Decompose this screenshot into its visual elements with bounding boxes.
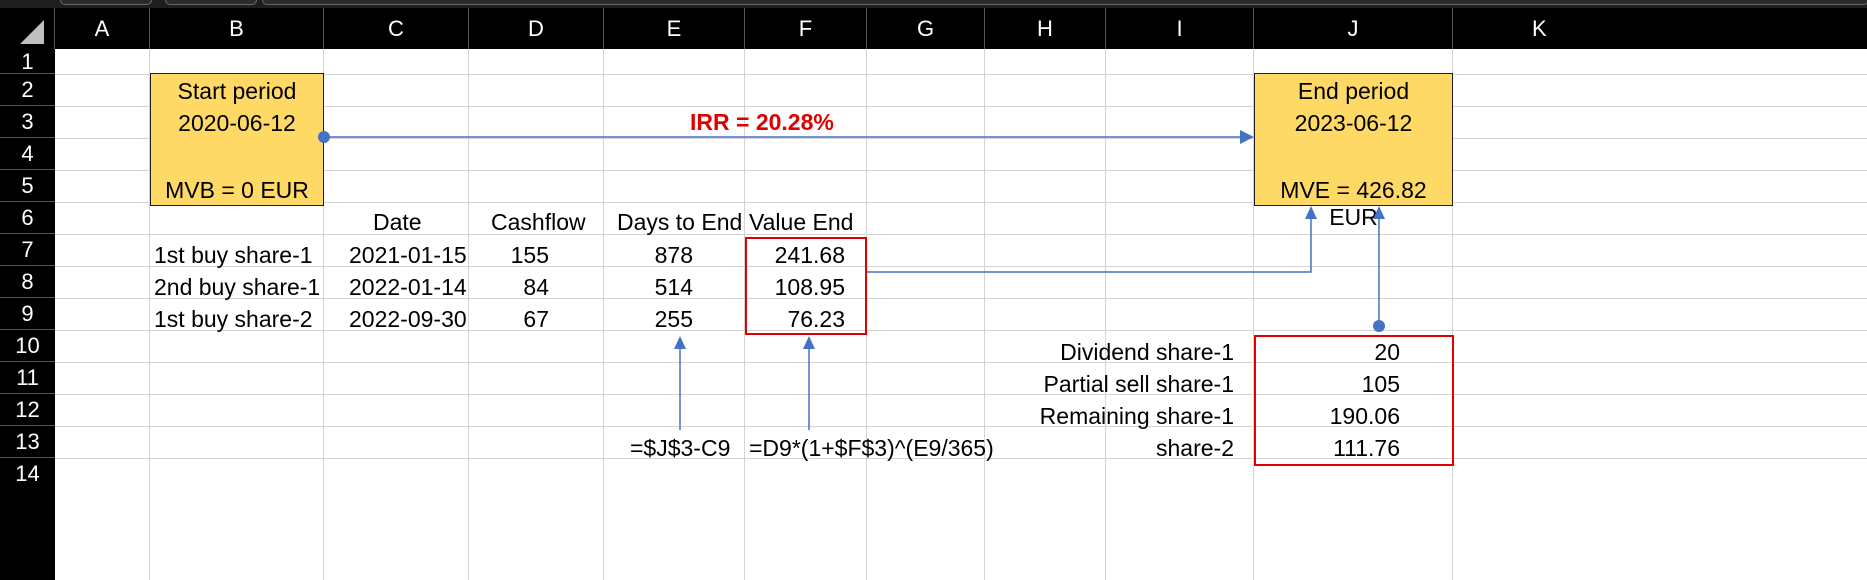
summary-value[interactable]: 190.06 (1329, 403, 1400, 429)
row-date[interactable]: 2022-09-30 (349, 306, 467, 332)
header-date[interactable]: Date (373, 209, 422, 235)
summary-label[interactable]: Remaining share-1 (1039, 403, 1234, 429)
end-period-box[interactable]: End period 2023-06-12 MVE = 426.82 EUR (1254, 73, 1453, 230)
column-header-d[interactable]: D (469, 8, 604, 49)
column-header-f[interactable]: F (745, 8, 867, 49)
value-end-highlight (745, 237, 867, 335)
window-top-strip (0, 0, 1867, 8)
row-header-10[interactable]: 10 (0, 330, 55, 362)
formula-days-note[interactable]: =$J$3-C9 (630, 435, 731, 461)
row-header-11[interactable]: 11 (0, 362, 55, 394)
column-header-h[interactable]: H (985, 8, 1106, 49)
irr-label: IRR = 20.28% (690, 109, 834, 135)
row-label[interactable]: 1st buy share-2 (154, 306, 313, 332)
summary-connector-dot (1373, 320, 1385, 332)
select-all-corner[interactable] (0, 8, 55, 49)
row-date[interactable]: 2021-01-15 (349, 242, 467, 268)
row-header-5[interactable]: 5 (0, 170, 55, 202)
start-period-box[interactable]: Start period 2020-06-12 MVB = 0 EUR (150, 73, 324, 206)
row-header-1[interactable]: 1 (0, 49, 55, 74)
summary-highlight (1254, 335, 1454, 466)
row-header-13[interactable]: 13 (0, 426, 55, 458)
row-value[interactable]: 108.95 (774, 274, 845, 300)
row-header-7[interactable]: 7 (0, 234, 55, 266)
row-value[interactable]: 241.68 (774, 242, 845, 268)
row-header-2[interactable]: 2 (0, 74, 55, 106)
end-period-value: MVE = 426.82 EUR (1280, 177, 1427, 230)
column-header-g[interactable]: G (867, 8, 985, 49)
column-header-j[interactable]: J (1254, 8, 1453, 49)
formula-value-note[interactable]: =D9*(1+$F$3)^(E9/365) (749, 435, 994, 461)
summary-label[interactable]: Dividend share-1 (1060, 339, 1234, 365)
column-header-a[interactable]: A (55, 8, 150, 49)
start-connector-dot (318, 131, 330, 143)
select-all-triangle-icon (20, 20, 44, 44)
summary-value[interactable]: 111.76 (1333, 435, 1400, 461)
column-header-i[interactable]: I (1106, 8, 1254, 49)
arrowhead-icon (803, 336, 815, 349)
row-cashflow[interactable]: 155 (510, 242, 549, 268)
summary-label[interactable]: Partial sell share-1 (1043, 371, 1234, 397)
row-cashflow[interactable]: 84 (523, 274, 549, 300)
row-header-6[interactable]: 6 (0, 202, 55, 234)
header-days-to-end[interactable]: Days to End (617, 209, 743, 235)
start-period-title: Start period (177, 78, 297, 104)
start-period-value: MVB = 0 EUR (165, 177, 309, 203)
summary-value[interactable]: 20 (1374, 339, 1400, 365)
arrowhead-icon (1373, 206, 1385, 219)
row-label[interactable]: 2nd buy share-1 (154, 274, 321, 300)
row-header-9[interactable]: 9 (0, 298, 55, 330)
row-label[interactable]: 1st buy share-1 (154, 242, 313, 268)
end-arrowhead-icon (1240, 130, 1254, 144)
summary-value[interactable]: 105 (1361, 371, 1400, 397)
row-date[interactable]: 2022-01-14 (349, 274, 467, 300)
row-header-12[interactable]: 12 (0, 394, 55, 426)
summary-label[interactable]: share-2 (1156, 435, 1234, 461)
row-cashflow[interactable]: 67 (523, 306, 549, 332)
row-value[interactable]: 76.23 (787, 306, 845, 332)
end-period-date: 2023-06-12 (1294, 110, 1413, 136)
column-header-k[interactable]: K (1453, 8, 1867, 49)
formula-bar-hint[interactable] (262, 0, 1867, 5)
row-days[interactable]: 878 (654, 242, 693, 268)
row-header-8[interactable]: 8 (0, 266, 55, 298)
end-period-title: End period (1297, 78, 1410, 104)
row-days[interactable]: 514 (654, 274, 693, 300)
row-header-14[interactable]: 14 (0, 458, 55, 580)
cell-grid[interactable] (55, 49, 1867, 580)
start-period-date: 2020-06-12 (178, 110, 296, 136)
column-header-c[interactable]: C (324, 8, 469, 49)
row-days[interactable]: 255 (654, 306, 693, 332)
arrowhead-icon (1305, 206, 1317, 219)
header-cashflow[interactable]: Cashflow (491, 209, 586, 235)
column-header-e[interactable]: E (604, 8, 745, 49)
header-value-end[interactable]: Value End (749, 209, 854, 235)
row-header-3[interactable]: 3 (0, 106, 55, 138)
row-header-4[interactable]: 4 (0, 138, 55, 170)
arrowhead-icon (674, 336, 686, 349)
column-header-b[interactable]: B (150, 8, 324, 49)
